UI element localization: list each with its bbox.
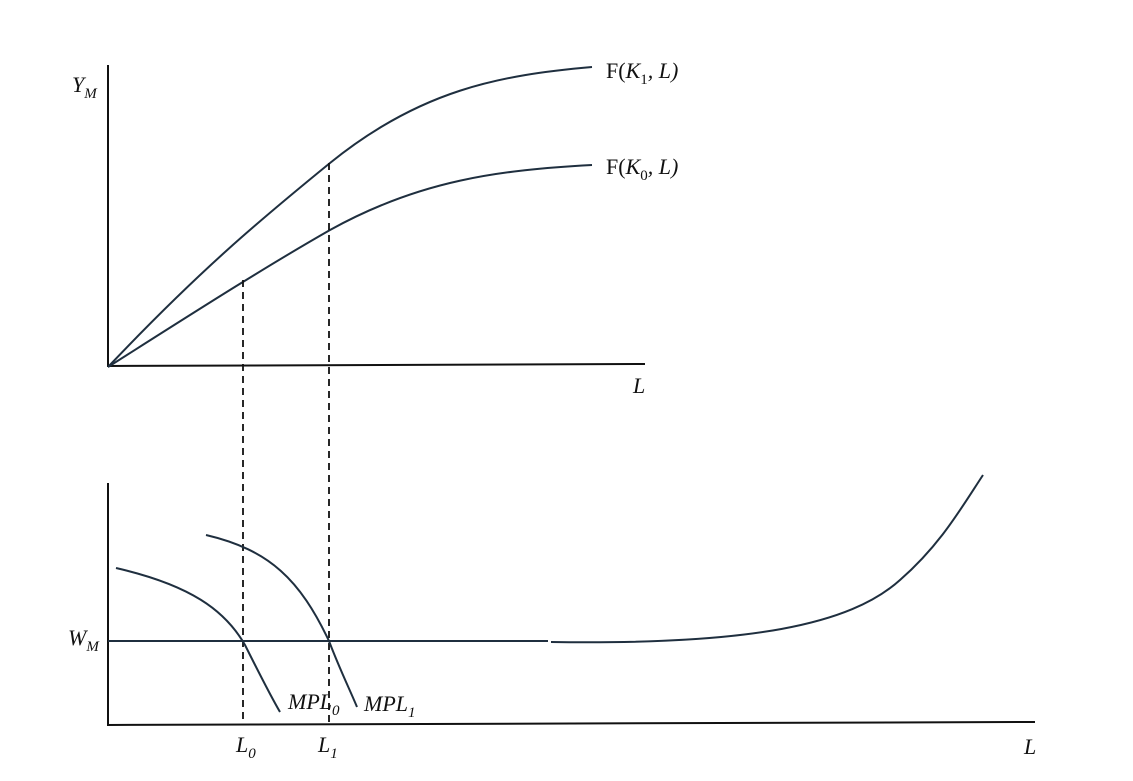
- label-sub: M: [83, 86, 98, 102]
- curve-f-k0: [107, 164, 593, 368]
- label-base: K: [625, 154, 642, 179]
- curve-label-mpl0: MPL0: [287, 689, 340, 719]
- label-suffix: , L): [648, 154, 679, 179]
- label-sub: 1: [408, 705, 416, 721]
- label-suffix: , L): [648, 58, 679, 83]
- bottom-x-label: L: [1023, 734, 1036, 759]
- top-x-label: L: [632, 373, 645, 398]
- label-base: Y: [72, 72, 87, 97]
- label-sub: 1: [330, 746, 338, 762]
- curve-label-f-k1: F(K1, L): [606, 58, 678, 88]
- label-base: W: [68, 625, 88, 650]
- label-base: K: [625, 58, 642, 83]
- label-base: L: [235, 732, 248, 757]
- label-base: L: [317, 732, 330, 757]
- curve-f-k1: [107, 66, 593, 368]
- marker-label-l1: L1: [317, 732, 338, 762]
- label-sub: 0: [640, 168, 648, 184]
- label-sub: 1: [640, 72, 648, 88]
- label-sub: 0: [332, 703, 340, 719]
- label-base: MPL: [287, 689, 332, 714]
- top-y-label: YM: [72, 72, 98, 102]
- curve-label-f-k0: F(K0, L): [606, 154, 678, 184]
- top-x-axis: [106, 363, 646, 367]
- label-prefix: F(: [606, 154, 626, 179]
- labor-supply-curve: [550, 474, 984, 644]
- bottom-y-label: WM: [68, 625, 100, 655]
- curve-mpl1: [205, 534, 358, 708]
- bottom-x-axis: [106, 721, 1036, 726]
- curve-mpl0: [115, 567, 281, 713]
- label-prefix: F(: [606, 58, 626, 83]
- label-sub: 0: [248, 746, 256, 762]
- label-sub: M: [85, 639, 100, 655]
- label-base: MPL: [363, 691, 408, 716]
- curve-label-mpl1: MPL1: [363, 691, 416, 721]
- marker-label-l0: L0: [235, 732, 256, 762]
